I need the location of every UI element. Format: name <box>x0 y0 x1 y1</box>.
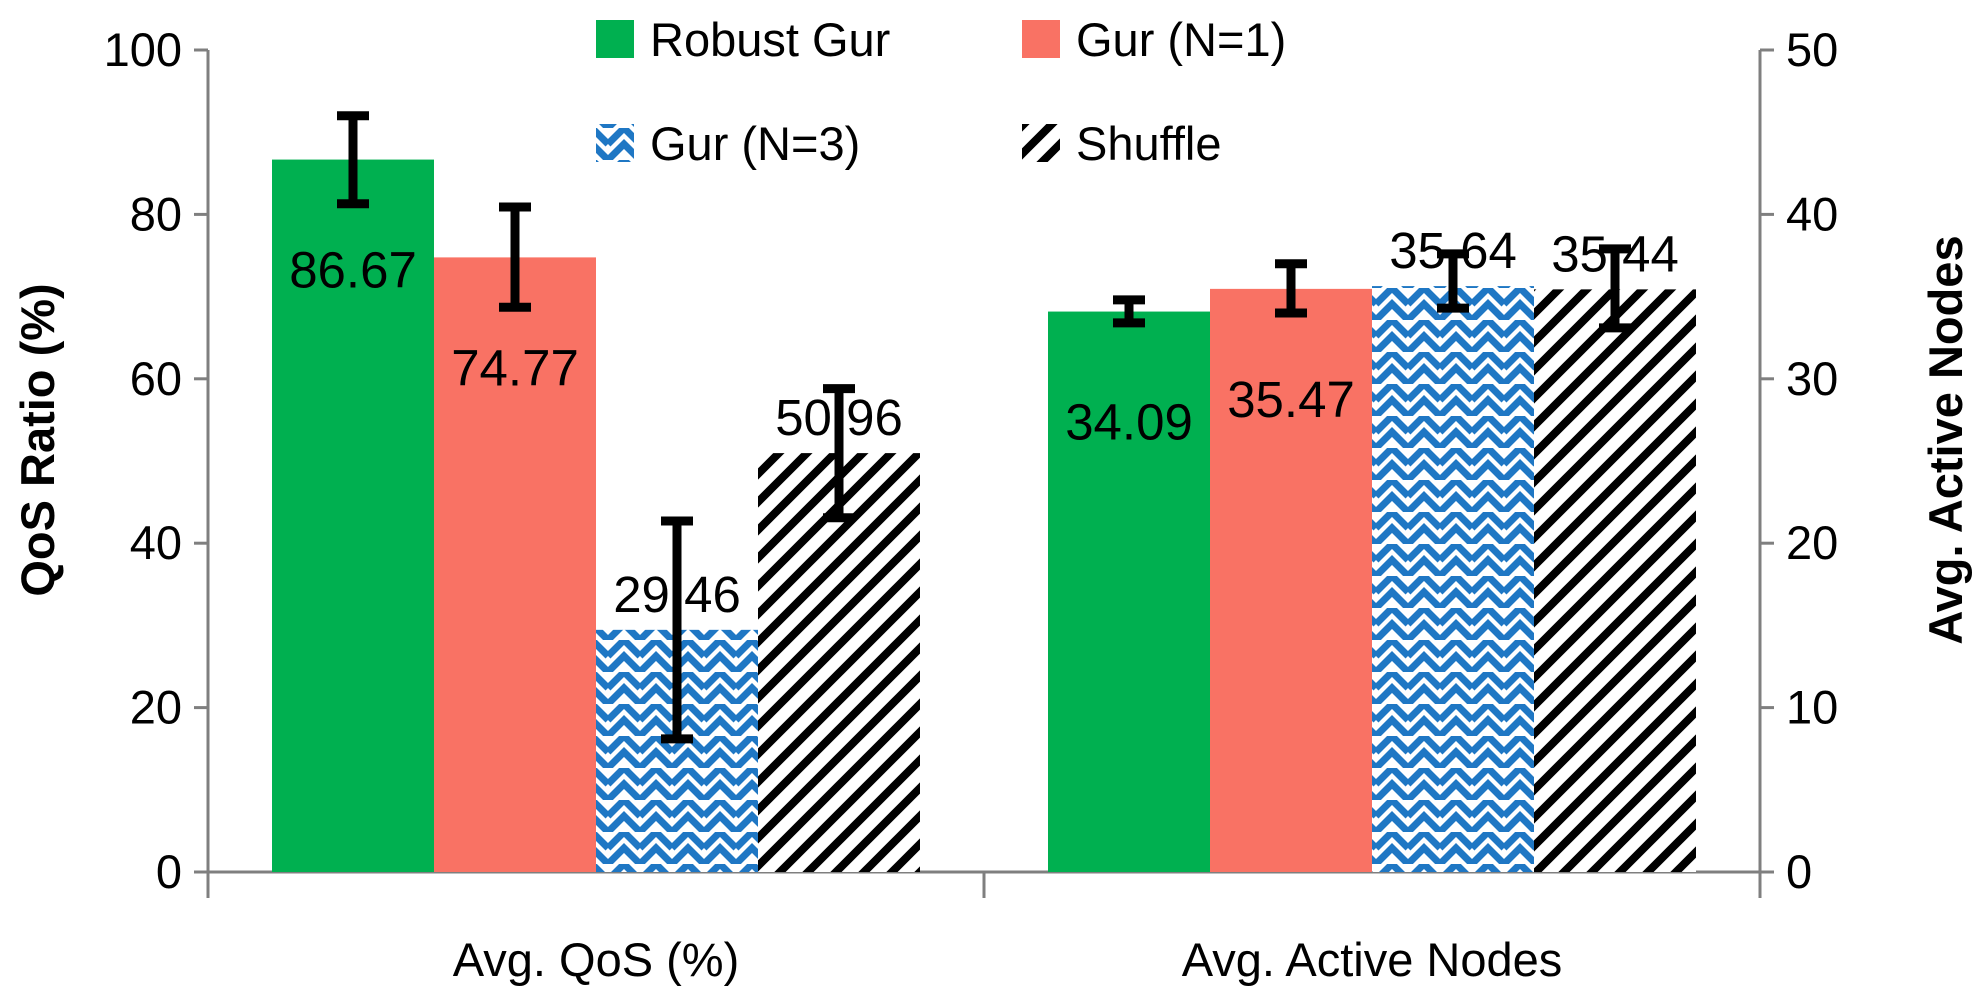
data-label: 35.64 <box>1389 222 1517 279</box>
y2-tick-label: 0 <box>1786 845 1812 898</box>
data-label: 35.47 <box>1227 371 1355 428</box>
legend-swatch <box>1022 124 1060 162</box>
y-tick-label: 100 <box>104 23 182 76</box>
y2-axis-title: Avg. Active Nodes <box>1919 235 1972 644</box>
bar-gur-n-1- <box>1210 288 1372 873</box>
data-label: 35.44 <box>1551 225 1679 282</box>
legend-label: Gur (N=1) <box>1076 13 1286 66</box>
y-tick-label: 0 <box>156 845 182 898</box>
y2-tick-label: 30 <box>1786 352 1838 405</box>
bar-robust-gur <box>272 159 434 872</box>
legend: Robust Gur Gur (N=1) Gur (N=3) Shuffle <box>596 13 1286 170</box>
y2-tick-label: 20 <box>1786 516 1838 569</box>
legend-label: Robust Gur <box>650 13 890 66</box>
legend-swatch <box>596 20 634 58</box>
bar-robust-gur <box>1048 311 1210 872</box>
y2-tick-label: 10 <box>1786 681 1838 734</box>
y-axis-title: QoS Ratio (%) <box>11 283 64 596</box>
x-category-label: Avg. QoS (%) <box>453 933 739 986</box>
plot-area: 0 20 40 60 80 100 0 10 20 30 40 50 Avg. QoS (%) Avg. … <box>104 23 1839 986</box>
y2-tick-label: 40 <box>1786 187 1838 240</box>
legend-swatch <box>1022 20 1060 58</box>
y-tick-label: 60 <box>130 352 182 405</box>
y-tick-label: 80 <box>130 187 182 240</box>
bar-gur-n-3- <box>1372 286 1534 873</box>
legend-label: Gur (N=3) <box>650 117 860 170</box>
data-label: 29.46 <box>613 566 741 623</box>
data-label: 74.77 <box>451 339 579 396</box>
bar-gur-n-1- <box>434 257 596 872</box>
y2-tick-label: 50 <box>1786 23 1838 76</box>
legend-label: Shuffle <box>1076 117 1221 170</box>
bar-shuffle <box>758 453 920 872</box>
y-tick-label: 20 <box>130 681 182 734</box>
legend-swatch <box>596 124 634 162</box>
x-category-label: Avg. Active Nodes <box>1182 933 1563 986</box>
data-label: 50.96 <box>775 389 903 446</box>
y-tick-label: 40 <box>130 516 182 569</box>
bar-shuffle <box>1534 289 1696 872</box>
data-label: 34.09 <box>1065 394 1193 451</box>
data-label: 86.67 <box>289 242 417 299</box>
